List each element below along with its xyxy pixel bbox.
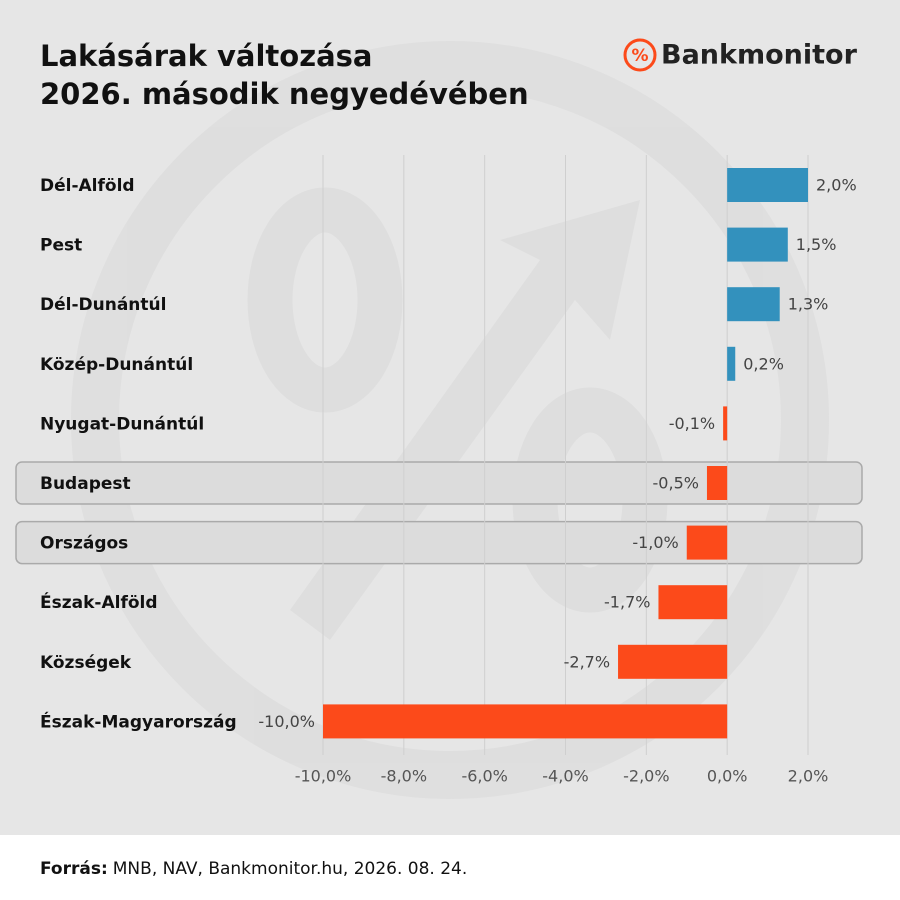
chart-title: Lakásárak változása bbox=[40, 39, 372, 73]
bar bbox=[686, 525, 728, 560]
value-label: 0,2% bbox=[743, 354, 784, 373]
highlight-box bbox=[15, 461, 863, 505]
x-tick-label: 2,0% bbox=[788, 767, 829, 786]
x-tick-label: -10,0% bbox=[295, 767, 352, 786]
value-label: -0,5% bbox=[653, 474, 699, 493]
bar bbox=[727, 227, 788, 262]
bar bbox=[706, 466, 728, 500]
source-label: Forrás: bbox=[40, 859, 108, 879]
logo-icon: % bbox=[631, 46, 648, 66]
category-label: Dél-Alföld bbox=[40, 176, 135, 196]
logo: Bankmonitor bbox=[661, 40, 858, 71]
category-label: Dél-Dunántúl bbox=[40, 295, 166, 315]
source-text: MNB, NAV, Bankmonitor.hu, 2026. 08. 24. bbox=[113, 859, 468, 879]
bar bbox=[723, 406, 728, 441]
category-label: Nyugat-Dunántúl bbox=[40, 414, 204, 434]
category-label: Pest bbox=[40, 236, 82, 256]
bar bbox=[323, 704, 728, 739]
category-label: Közép-Dunántúl bbox=[40, 355, 193, 375]
x-tick-label: -4,0% bbox=[542, 767, 588, 786]
x-tick-label: -6,0% bbox=[461, 767, 507, 786]
category-label: Országos bbox=[40, 534, 128, 554]
category-label: Budapest bbox=[40, 474, 131, 494]
value-label: -2,7% bbox=[564, 652, 610, 671]
value-label: 1,5% bbox=[796, 235, 837, 254]
bar bbox=[727, 168, 808, 202]
highlight-box bbox=[15, 520, 863, 565]
bar bbox=[727, 287, 780, 322]
value-label: 2,0% bbox=[816, 176, 857, 195]
bar bbox=[658, 585, 728, 620]
footer-background bbox=[0, 835, 900, 900]
x-tick-label: -2,0% bbox=[623, 767, 669, 786]
chart-title: 2026. második negyedévében bbox=[40, 77, 529, 111]
bar bbox=[618, 644, 728, 679]
value-label: -1,7% bbox=[604, 593, 650, 612]
x-tick-label: -8,0% bbox=[381, 767, 427, 786]
x-tick-label: 0,0% bbox=[707, 767, 748, 786]
category-label: Észak-Alföld bbox=[40, 591, 158, 613]
value-label: 1,3% bbox=[788, 295, 829, 314]
value-label: -0,1% bbox=[669, 414, 715, 433]
category-label: Községek bbox=[40, 653, 132, 673]
source: Forrás: MNB, NAV, Bankmonitor.hu, 2026. 0… bbox=[40, 859, 467, 879]
category-label: Észak-Magyarország bbox=[40, 710, 237, 732]
value-label: -1,0% bbox=[632, 533, 678, 552]
value-label: -10,0% bbox=[258, 712, 315, 731]
bar bbox=[727, 346, 736, 381]
logo-icon-ring bbox=[623, 38, 657, 72]
